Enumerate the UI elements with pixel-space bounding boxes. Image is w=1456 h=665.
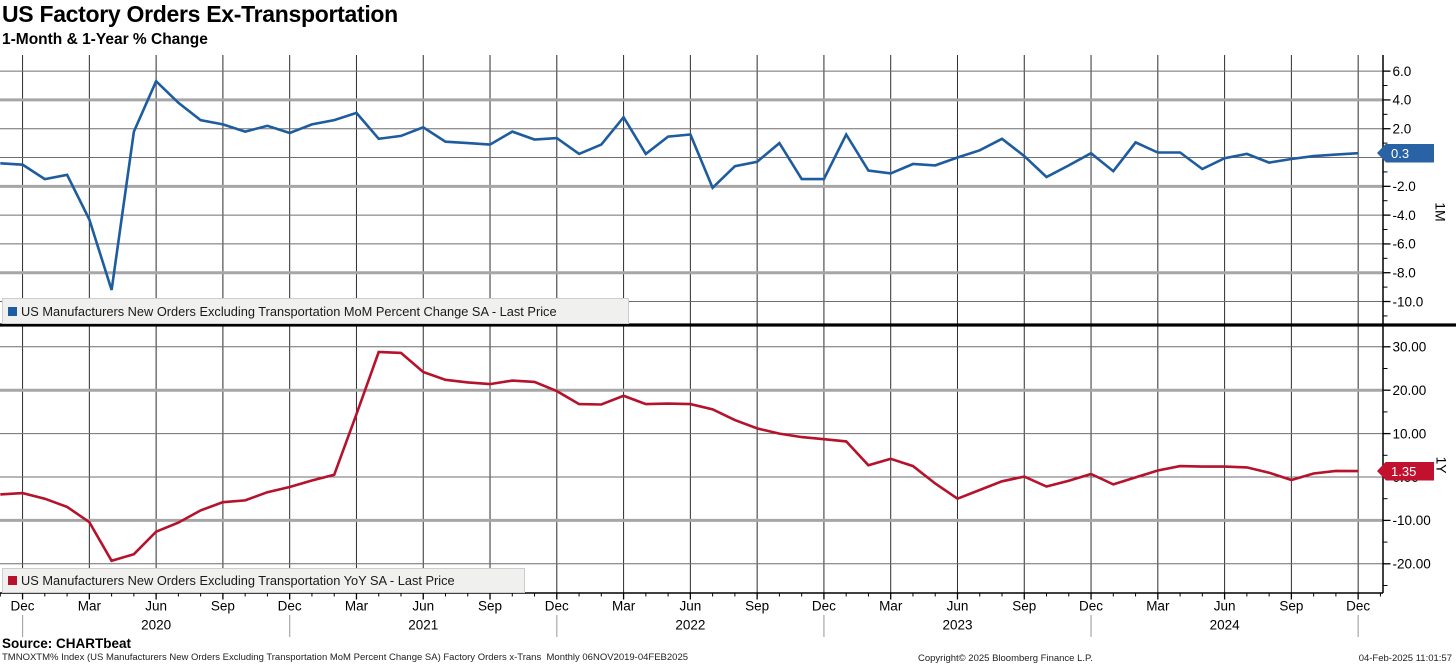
panel-divider (0, 323, 1456, 327)
year-label: 2021 (408, 618, 438, 633)
month-label: Sep (745, 599, 769, 614)
month-label: Dec (1346, 599, 1370, 614)
y-tick-label: 4.0 (1393, 93, 1412, 108)
month-label: Jun (412, 599, 434, 614)
legend-mom[interactable]: US Manufacturers New Orders Excluding Tr… (2, 298, 629, 324)
mom-line (0, 78, 1359, 291)
month-label: Dec (545, 599, 569, 614)
legend-yoy[interactable]: US Manufacturers New Orders Excluding Tr… (2, 568, 525, 593)
month-label: Dec (812, 599, 836, 614)
y-tick-label: 6.0 (1393, 64, 1412, 79)
legend-mom-label: US Manufacturers New Orders Excluding Tr… (21, 303, 557, 319)
last-price-badge-mom: 0.3 (1377, 143, 1434, 163)
month-label: Sep (1279, 599, 1303, 614)
ticker-description: TMNOXTM% Index (US Manufacturers New Ord… (2, 652, 689, 663)
month-label: Sep (1012, 599, 1036, 614)
y-tick-label: -20.00 (1393, 557, 1431, 572)
page-subtitle: 1-Month & 1-Year % Change (2, 31, 208, 48)
y-tick-label: -4.0 (1393, 208, 1416, 223)
y-tick-label: 10.00 (1393, 426, 1427, 441)
year-label: 2020 (141, 618, 171, 633)
month-label: Sep (478, 599, 502, 614)
timestamp: 04-Feb-2025 11:01:57 (1358, 653, 1452, 664)
y-tick-label: 30.00 (1393, 340, 1427, 355)
y-tick-label: -6.0 (1393, 237, 1416, 252)
source-note: Source: CHARTbeat (2, 636, 132, 651)
panel-label-1m: 1M (1432, 202, 1449, 222)
month-label: Mar (78, 599, 102, 614)
month-label: Mar (612, 599, 636, 614)
y-tick-label: 20.00 (1393, 383, 1427, 398)
mom-legend-swatch-icon (8, 306, 17, 316)
month-label: Jun (679, 599, 701, 614)
legend-yoy-label: US Manufacturers New Orders Excluding Tr… (21, 573, 455, 588)
y-tick-label: -10.0 (1393, 294, 1424, 309)
month-label: Jun (145, 599, 167, 614)
yoy-line (0, 350, 1359, 563)
year-label: 2022 (675, 618, 705, 633)
year-label: 2023 (942, 618, 972, 633)
y-tick-label: 2.0 (1393, 122, 1412, 137)
month-label: Dec (278, 599, 302, 614)
month-label: Jun (1214, 599, 1236, 614)
page-title: US Factory Orders Ex-Transportation (2, 1, 398, 27)
month-label: Mar (345, 599, 369, 614)
month-label: Jun (947, 599, 969, 614)
month-label: Dec (1079, 599, 1103, 614)
yoy-legend-swatch-icon (8, 576, 17, 585)
y-tick-label: -10.00 (1393, 513, 1431, 528)
month-label: Mar (879, 599, 903, 614)
month-label: Mar (1146, 599, 1170, 614)
year-label: 2024 (1210, 618, 1241, 633)
copyright-note: Copyright© 2025 Bloomberg Finance L.P. (918, 653, 1093, 664)
y-tick-label: -8.0 (1393, 266, 1416, 281)
last-price-badge-yoy: 1.35 (1377, 461, 1434, 481)
month-label: Dec (11, 599, 35, 614)
y-tick-label: -2.0 (1393, 179, 1416, 194)
panel-label-1y: 1Y (1433, 456, 1450, 474)
month-label: Sep (211, 599, 235, 614)
